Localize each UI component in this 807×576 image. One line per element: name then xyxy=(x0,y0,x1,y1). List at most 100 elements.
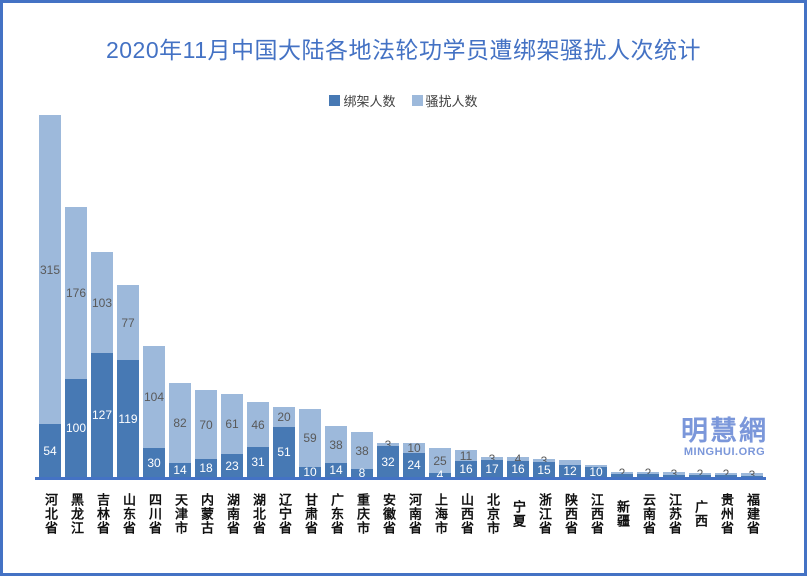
value-label: 2 xyxy=(618,466,626,480)
kidnapped-segment: 16 xyxy=(507,461,529,477)
value-label: 4 xyxy=(514,452,522,466)
harassed-segment: 3 xyxy=(481,453,503,465)
x-axis-label: 新疆 xyxy=(615,500,630,528)
kidnapped-segment: 30 xyxy=(143,448,165,477)
bar-江西省: 10 xyxy=(585,465,607,478)
bar-河北省: 315 54 xyxy=(39,115,61,477)
x-axis-label: 福建省 xyxy=(745,493,760,535)
value-label: 2 xyxy=(696,467,704,481)
x-axis-label: 吉林省 xyxy=(95,493,110,535)
harassed-segment: 20 xyxy=(273,407,295,427)
bar-湖北省: 46 31 xyxy=(247,402,269,477)
value-label: 38 xyxy=(329,437,343,452)
value-label: 24 xyxy=(407,458,421,472)
kidnapped-segment: 14 xyxy=(325,463,347,477)
harassed-segment: 104 xyxy=(143,346,165,448)
value-label: 12 xyxy=(563,464,577,478)
harassed-segment: 176 xyxy=(65,207,87,379)
kidnapped-swatch-icon xyxy=(329,95,341,106)
kidnapped-segment xyxy=(663,475,685,477)
x-axis-label: 甘肃省 xyxy=(303,493,318,535)
minghui-logo-cn: 明慧網 xyxy=(681,416,768,446)
harassed-segment: 315 xyxy=(39,115,61,424)
harassed-segment xyxy=(559,460,581,465)
value-label: 17 xyxy=(485,461,499,476)
value-label: 8 xyxy=(358,466,366,480)
legend-label-kidnapped: 绑架人数 xyxy=(343,94,396,109)
kidnapped-segment: 127 xyxy=(91,353,113,477)
harassed-swatch-icon xyxy=(411,95,423,106)
harassed-segment: 2 xyxy=(637,467,659,479)
x-axis-label: 广西 xyxy=(693,500,708,528)
harassed-segment: 2 xyxy=(611,467,633,479)
kidnapped-segment: 10 xyxy=(299,466,321,478)
value-label: 14 xyxy=(173,463,187,477)
bars: 315 54 176 100 103 127 77 119 104 30 82 14 70 18 61 23 4… xyxy=(39,3,763,481)
bar-福建省: 3 xyxy=(741,469,763,481)
harassed-segment xyxy=(585,465,607,467)
value-label: 46 xyxy=(251,417,265,432)
x-axis-label: 天津市 xyxy=(173,493,188,535)
x-axis-label: 广东省 xyxy=(329,493,344,535)
x-axis-label: 辽宁省 xyxy=(277,493,292,535)
value-label: 3 xyxy=(748,467,756,482)
x-axis-label: 湖北省 xyxy=(251,493,266,535)
value-label: 10 xyxy=(407,441,421,455)
bar-辽宁省: 20 51 xyxy=(273,407,295,477)
x-axis-label: 内蒙古 xyxy=(199,493,214,535)
harassed-segment: 4 xyxy=(507,453,529,465)
value-label: 61 xyxy=(225,417,239,431)
x-axis-label: 湖南省 xyxy=(225,493,240,535)
x-axis-line xyxy=(35,477,766,480)
x-axis-label: 云南省 xyxy=(641,493,656,535)
value-label: 16 xyxy=(511,462,525,476)
harassed-segment: 46 xyxy=(247,402,269,447)
x-axis-label: 江苏省 xyxy=(667,493,682,535)
bar-重庆市: 38 8 xyxy=(351,432,373,480)
value-label: 2 xyxy=(722,467,730,481)
bar-云南省: 2 xyxy=(637,467,659,479)
chart-title: 2020年11月中国大陆各地法轮功学员遭绑架骚扰人次统计 xyxy=(105,37,702,63)
kidnapped-segment xyxy=(611,474,633,477)
kidnapped-segment: 31 xyxy=(247,447,269,477)
minghui-watermark: 明慧網 MINGHUI.ORG xyxy=(681,417,768,459)
legend-item-harassed: 骚扰人数 xyxy=(411,91,478,110)
kidnapped-segment: 17 xyxy=(481,460,503,477)
value-label: 30 xyxy=(147,455,161,470)
bar-内蒙古: 70 18 xyxy=(195,390,217,477)
bar-山西省: 11 16 xyxy=(455,450,477,477)
x-axis-label: 河北省 xyxy=(43,493,58,535)
value-label: 59 xyxy=(303,431,317,445)
kidnapped-segment xyxy=(715,475,737,477)
bar-四川省: 104 30 xyxy=(143,346,165,477)
bar-天津市: 82 14 xyxy=(169,383,191,477)
bar-新疆: 2 xyxy=(611,467,633,479)
harassed-segment: 61 xyxy=(221,394,243,454)
x-axis-label: 四川省 xyxy=(147,493,162,535)
bar-北京市: 3 17 xyxy=(481,453,503,477)
value-label: 2 xyxy=(644,466,652,480)
bar-上海市: 25 4 xyxy=(429,448,451,481)
harassed-segment: 59 xyxy=(299,409,321,467)
x-axis-label: 宁夏 xyxy=(511,500,526,528)
value-label: 104 xyxy=(143,390,165,404)
value-label: 16 xyxy=(459,462,473,476)
value-label: 70 xyxy=(199,417,213,432)
harassed-segment: 38 xyxy=(325,426,347,463)
harassed-segment: 3 xyxy=(663,468,685,480)
kidnapped-segment: 15 xyxy=(533,462,555,477)
harassed-segment: 82 xyxy=(169,383,191,463)
bar-浙江省: 3 15 xyxy=(533,455,555,477)
x-axis-label: 陕西省 xyxy=(563,493,578,535)
value-label: 82 xyxy=(173,416,187,430)
bar-河南省: 10 24 xyxy=(403,441,425,477)
harassed-segment: 11 xyxy=(455,450,477,462)
x-axis-label: 山东省 xyxy=(121,493,136,535)
x-axis-label: 山西省 xyxy=(459,493,474,535)
bar-吉林省: 103 127 xyxy=(91,252,113,477)
bar-山东省: 77 119 xyxy=(117,285,139,477)
x-axis-label: 北京市 xyxy=(485,493,500,535)
kidnapped-segment: 8 xyxy=(351,466,373,480)
bar-甘肃省: 59 10 xyxy=(299,409,321,478)
